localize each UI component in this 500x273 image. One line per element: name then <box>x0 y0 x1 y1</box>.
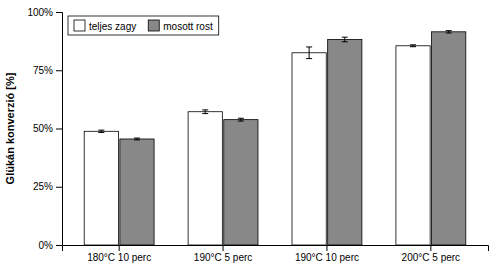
error-bar-cap <box>238 118 244 119</box>
y-tick-mark <box>56 12 62 13</box>
error-bar-cap <box>238 121 244 122</box>
x-tick: 180°C 10 perc <box>87 245 151 263</box>
marks <box>84 31 466 245</box>
y-axis: 0% 25% 50% 75% 100% <box>27 7 62 251</box>
bar <box>120 139 154 245</box>
legend-label: mosott rost <box>163 21 213 32</box>
bar <box>432 32 466 245</box>
y-tick-label: 25% <box>33 181 53 192</box>
x-axis: 180°C 10 perc 190°C 5 perc 190°C 10 perc 20… <box>63 245 489 263</box>
x-tick-mark <box>223 245 224 251</box>
bar <box>396 46 430 245</box>
y-tick-mark <box>56 129 62 130</box>
y-tick: 0% <box>39 240 62 251</box>
x-tick-label: 180°C 10 perc <box>87 252 151 263</box>
y-tick-label: 100% <box>27 7 53 18</box>
y-tick: 75% <box>33 65 62 76</box>
error-bar-cap <box>446 30 452 31</box>
error-bar-cap <box>134 138 140 139</box>
x-tick: 190°C 5 perc <box>194 245 252 263</box>
x-tick-label: 190°C 10 perc <box>295 252 359 263</box>
plot: 0% 25% 50% 75% 100% 180°C 10 perc 190°C 5 perc… <box>27 7 488 263</box>
x-tick-label: 200°C 5 perc <box>402 252 460 263</box>
bar <box>188 112 222 245</box>
error-bar-cap <box>98 132 104 133</box>
bar <box>224 120 258 245</box>
error-bar <box>202 110 208 114</box>
x-tick-mark <box>430 245 431 251</box>
x-tick-label: 190°C 5 perc <box>194 252 252 263</box>
error-bar <box>134 138 140 140</box>
x-tick-mark <box>119 245 120 251</box>
error-bar <box>306 47 312 59</box>
series <box>120 31 466 245</box>
y-tick-mark <box>56 245 62 246</box>
error-bar-cap <box>342 41 348 42</box>
error-bar-line <box>344 37 345 42</box>
error-bar-cap <box>306 58 312 59</box>
error-bar-cap <box>410 46 416 47</box>
y-axis-line <box>56 13 63 246</box>
y-tick: 50% <box>33 123 62 134</box>
error-bar-cap <box>410 44 416 45</box>
chart: 0% 25% 50% 75% 100% 180°C 10 perc 190°C 5 perc… <box>0 0 500 273</box>
y-tick-label: 0% <box>39 240 54 251</box>
legend-frame <box>68 16 219 35</box>
error-bar <box>446 31 452 33</box>
error-bar-cap <box>202 109 208 110</box>
legend: teljes zagy mosott rost <box>68 16 219 35</box>
error-bar <box>238 118 244 121</box>
error-bar-cap <box>202 113 208 114</box>
series <box>84 45 430 245</box>
bar <box>328 39 362 245</box>
y-axis-title: Glükán konverzió [%] <box>4 72 16 184</box>
error-bar <box>98 130 104 132</box>
error-bar-line <box>205 110 206 114</box>
y-tick-mark <box>56 187 62 188</box>
bar <box>84 131 118 245</box>
error-bar <box>410 45 416 47</box>
legend-swatch <box>74 20 85 31</box>
x-tick: 200°C 5 perc <box>402 245 460 263</box>
error-bar-cap <box>134 139 140 140</box>
x-tick-mark <box>326 245 327 251</box>
y-tick: 25% <box>33 181 62 192</box>
y-tick-label: 75% <box>33 65 53 76</box>
error-bar <box>342 37 348 42</box>
error-bar-cap <box>98 130 104 131</box>
y-tick-label: 50% <box>33 123 53 134</box>
x-tick: 190°C 10 perc <box>295 245 359 263</box>
error-bar-cap <box>446 32 452 33</box>
legend-swatch <box>148 20 159 31</box>
y-tick: 100% <box>27 7 62 18</box>
bar <box>292 53 326 245</box>
error-bar-cap <box>306 46 312 47</box>
y-tick-mark <box>56 70 62 71</box>
x-axis-line <box>63 246 489 252</box>
legend-label: teljes zagy <box>89 21 136 32</box>
error-bar-line <box>309 47 310 59</box>
error-bar-cap <box>342 37 348 38</box>
